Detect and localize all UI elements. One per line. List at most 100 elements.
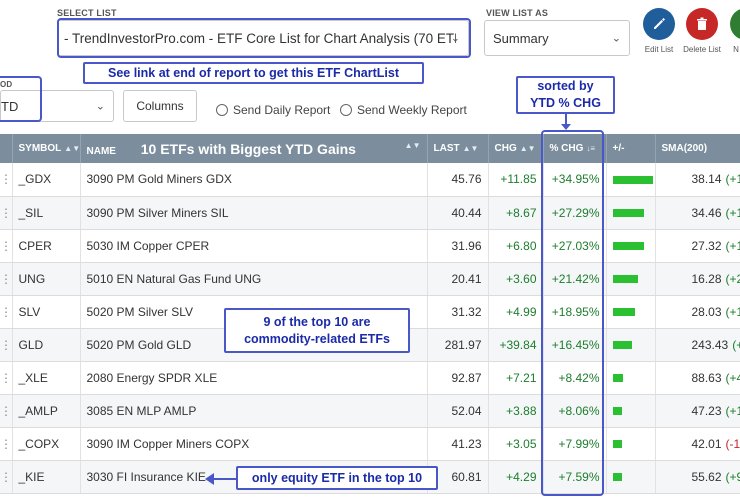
table-row[interactable]: ⋮ CPER 5030 IM Copper CPER 31.96 +6.80 +27.03… [0,229,740,263]
sma-header-label: SMA(200) [661,143,708,154]
pct-chg-cell: +7.59% [543,460,607,494]
symbol-cell: _GDX [12,163,81,197]
chg-header-label: CHG [494,143,517,154]
change-bar [612,308,635,317]
name-header-label: NAME [86,145,116,157]
row-handle: ⋮ [0,262,13,296]
name-cell: 3090 PM Gold Miners GDX [80,163,428,197]
sma-change: (+9.33 [725,469,740,484]
table-row[interactable]: ⋮ _AMLP 3085 EN MLP AMLP 52.04 +3.88 +8.06% 47… [0,394,740,428]
table-row[interactable]: ⋮ _GDX 3090 PM Gold Miners GDX 45.76 +11.85 +… [0,163,740,197]
view-list-value: Summary [493,30,549,46]
symbol-cell: _COPX [12,427,81,461]
radio-circle [216,104,228,116]
row-handle: ⋮ [0,427,13,461]
name-cell: 3090 PM Silver Miners SIL [80,196,428,230]
sma-cell: 28.03(+11.74 [655,295,740,329]
name-cell: 3090 IM Copper Miners COPX [80,427,428,461]
edit-list-button[interactable] [643,8,675,40]
chg-cell: +8.67 [488,196,544,230]
commodity-callout-line2: commodity-related ETFs [244,332,390,346]
sma-change: (+25.37 [725,271,740,286]
bar-cell [606,394,656,428]
symbol-cell: _XLE [12,361,81,395]
pct-chg-header[interactable]: % CHG ↓≡ [543,134,607,163]
send-weekly-label: Send Weekly Report [357,103,467,117]
send-daily-radio[interactable]: Send Daily Report [216,103,330,117]
new-list-button[interactable] [730,8,740,40]
table-row[interactable]: ⋮ UNG 5010 EN Natural Gas Fund UNG 20.41 +3.… [0,262,740,296]
select-list-dropdown[interactable]: - TrendInvestorPro.com - ETF Core List f… [57,20,469,56]
bar-cell [606,229,656,263]
pct-chg-header-label: % CHG [549,143,584,154]
last-cell: 45.76 [427,163,489,197]
chg-cell: +3.88 [488,394,544,428]
chg-cell: +11.85 [488,163,544,197]
row-handle: ⋮ [0,394,13,428]
pct-chg-cell: +16.45% [543,328,607,362]
name-header[interactable]: NAME 10 ETFs with Biggest YTD Gains ▲▼ [80,134,428,163]
table-row[interactable]: ⋮ _XLE 2080 Energy SPDR XLE 92.87 +7.21 +8.42… [0,361,740,395]
sma-value: 88.63 [691,370,722,385]
sma-value: 42.01 [691,436,722,451]
commodity-callout: 9 of the top 10 are commodity-related ET… [224,308,410,353]
symbol-header[interactable]: SYMBOL ▲▼ [12,134,81,163]
pct-chg-cell: +34.95% [543,163,607,197]
change-bar [612,341,632,350]
bar-cell [606,295,656,329]
sma-cell: 55.62(+9.33 [655,460,740,494]
columns-button[interactable]: Columns [123,90,197,122]
pct-chg-highlight [541,130,604,496]
name-cell: 2080 Energy SPDR XLE [80,361,428,395]
symbol-cell: _AMLP [12,394,81,428]
pct-chg-cell: +8.42% [543,361,607,395]
symbol-cell: UNG [12,262,81,296]
sma-cell: 38.14(+19.98 [655,163,740,197]
view-list-label: VIEW LIST AS [486,8,549,18]
row-handle: ⋮ [0,328,13,362]
chevron-down-icon: ⌄ [450,32,460,45]
sma-cell: 243.43(+15.83 [655,328,740,362]
commodity-callout-line1: 9 of the top 10 are [263,315,371,329]
last-header[interactable]: LAST ▲▼ [427,134,489,163]
delete-list-label: Delete List [683,45,721,54]
change-bar [612,407,622,416]
sorted-callout: sorted by YTD % CHG [516,76,615,114]
sort-icon: ▲▼ [64,144,81,153]
sma-value: 243.43 [691,337,729,352]
table-row[interactable]: ⋮ _SIL 3090 PM Silver Miners SIL 40.44 +8.67… [0,196,740,230]
last-cell: 31.96 [427,229,489,263]
chg-cell: +3.05 [488,427,544,461]
row-handle: ⋮ [0,229,13,263]
link-callout: See link at end of report to get this ET… [83,62,424,84]
sorted-callout-line1: sorted by [537,79,594,93]
change-bar [612,374,623,383]
table-row[interactable]: ⋮ _COPX 3090 IM Copper Miners COPX 41.23 +3.… [0,427,740,461]
pct-chg-cell: +21.42% [543,262,607,296]
sort-desc-icon: ↓≡ [586,144,596,153]
pct-chg-cell: +8.06% [543,394,607,428]
chg-header[interactable]: CHG ▲▼ [488,134,544,163]
period-dropdown[interactable]: TD ⌄ [0,90,114,122]
row-handle: ⋮ [0,196,13,230]
sorted-callout-line2: YTD % CHG [530,96,601,110]
last-cell: 281.97 [427,328,489,362]
send-weekly-radio[interactable]: Send Weekly Report [340,103,467,117]
view-list-dropdown[interactable]: Summary ⌄ [484,20,630,56]
bar-cell [606,361,656,395]
select-list-label: SELECT LIST [57,8,117,18]
pct-chg-cell: +7.99% [543,427,607,461]
chg-cell: +7.21 [488,361,544,395]
symbol-cell: GLD [12,328,81,362]
row-handle-header [0,134,13,163]
delete-list-button[interactable] [686,8,718,40]
change-bar [612,275,638,284]
name-cell: 5010 EN Natural Gas Fund UNG [80,262,428,296]
plus-minus-label: +/- [612,143,625,154]
chg-cell: +4.29 [488,460,544,494]
sma-header[interactable]: SMA(200) [655,134,740,163]
symbol-cell: _SIL [12,196,81,230]
row-handle: ⋮ [0,361,13,395]
row-handle: ⋮ [0,295,13,329]
pencil-icon [654,18,665,29]
